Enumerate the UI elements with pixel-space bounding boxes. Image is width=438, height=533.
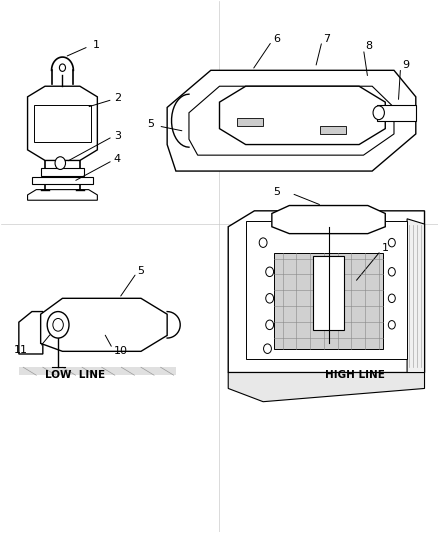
- Circle shape: [388, 294, 394, 303]
- Circle shape: [47, 312, 69, 338]
- Polygon shape: [34, 105, 91, 142]
- Text: 6: 6: [272, 34, 279, 44]
- Circle shape: [258, 238, 266, 247]
- Text: HIGH LINE: HIGH LINE: [324, 370, 384, 380]
- Text: 5: 5: [137, 266, 144, 276]
- Text: 1: 1: [93, 40, 100, 50]
- Polygon shape: [376, 105, 415, 120]
- Polygon shape: [219, 86, 385, 144]
- Polygon shape: [32, 177, 93, 184]
- Polygon shape: [188, 86, 393, 155]
- Text: 9: 9: [401, 60, 408, 70]
- Circle shape: [388, 320, 394, 329]
- Circle shape: [265, 320, 273, 329]
- Text: 4: 4: [114, 155, 121, 164]
- Circle shape: [265, 294, 273, 303]
- Polygon shape: [319, 126, 345, 134]
- Polygon shape: [237, 118, 262, 126]
- Text: 10: 10: [114, 346, 127, 357]
- Text: 2: 2: [114, 93, 121, 103]
- Polygon shape: [313, 256, 343, 330]
- Polygon shape: [271, 206, 385, 233]
- Polygon shape: [273, 253, 382, 349]
- Text: 3: 3: [114, 131, 120, 141]
- Text: LOW  LINE: LOW LINE: [46, 370, 106, 380]
- Circle shape: [388, 238, 394, 247]
- Text: 1: 1: [381, 243, 389, 253]
- Circle shape: [59, 64, 65, 71]
- Text: 5: 5: [273, 187, 280, 197]
- Polygon shape: [41, 298, 167, 351]
- Circle shape: [53, 318, 63, 331]
- Polygon shape: [406, 219, 424, 373]
- Text: 8: 8: [364, 42, 371, 52]
- Text: 5: 5: [147, 119, 154, 130]
- Polygon shape: [19, 367, 176, 375]
- Circle shape: [265, 267, 273, 277]
- Polygon shape: [228, 211, 424, 373]
- Polygon shape: [41, 168, 84, 176]
- Polygon shape: [28, 190, 97, 200]
- Polygon shape: [245, 221, 406, 359]
- Polygon shape: [228, 373, 424, 402]
- Circle shape: [372, 106, 384, 119]
- Circle shape: [388, 268, 394, 276]
- Polygon shape: [28, 86, 97, 160]
- Circle shape: [55, 157, 65, 169]
- Circle shape: [263, 344, 271, 353]
- Text: 7: 7: [322, 34, 330, 44]
- Polygon shape: [19, 312, 43, 354]
- Text: 11: 11: [14, 345, 28, 355]
- Polygon shape: [167, 70, 415, 171]
